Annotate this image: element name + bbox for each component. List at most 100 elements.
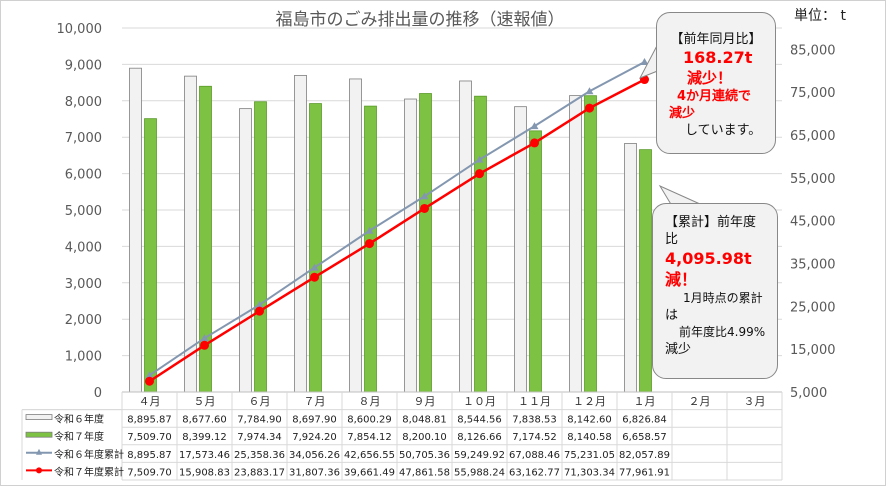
- category-label: ２月: [689, 395, 711, 408]
- bar-令和７年度: [529, 130, 542, 393]
- legend-label: 令和７年度: [54, 430, 104, 443]
- left-tick-label: 9,000: [65, 58, 102, 73]
- point-令和７年度累計: [145, 376, 154, 386]
- bar-令和６年度: [459, 80, 472, 393]
- left-tick-label: 4,000: [65, 240, 102, 255]
- callout-monthly-title: 【前年同月比】: [670, 32, 762, 47]
- right-tick-label: 5,000: [790, 386, 827, 401]
- callout-cumulative-amount: 4,095.98t: [665, 249, 752, 268]
- table-cell: 25,358.36: [234, 450, 285, 461]
- callout-cumulative-pct: 前年度比4.99%: [679, 325, 766, 339]
- category-label: １０月: [463, 395, 496, 408]
- table-cell: 7,974.34: [237, 432, 282, 443]
- table-cell: 82,057.89: [619, 450, 670, 461]
- table-cell: 6,826.84: [622, 415, 667, 426]
- bar-令和７年度: [639, 149, 652, 393]
- callout-monthly-amount: 168.27t: [683, 48, 753, 67]
- legend-swatch: [25, 414, 53, 421]
- table-cell: 7,838.53: [512, 415, 557, 426]
- category-label: ４月: [139, 395, 161, 408]
- table-cell: 42,656.55: [344, 450, 395, 461]
- table-cell: 8,126.66: [457, 432, 502, 443]
- table-cell: 8,399.12: [182, 432, 227, 443]
- point-令和７年度累計: [255, 306, 264, 316]
- legend-label: 令和７年度累計: [54, 465, 124, 478]
- left-tick-label: 6,000: [65, 168, 102, 183]
- point-令和６年度累計: [145, 371, 154, 379]
- callout-monthly-streak: 4か月連続で: [677, 89, 752, 104]
- point-令和６年度累計: [585, 87, 594, 95]
- callout-cumulative-title: 【累計】前年度: [665, 215, 757, 230]
- line-令和６年度累計: [148, 61, 645, 377]
- unit-label: 単位： t: [794, 8, 846, 24]
- callout-monthly: 【前年同月比】 168.27t 減少！ 4か月連続で 減少 しています。: [656, 12, 776, 154]
- bar-令和７年度: [254, 101, 267, 393]
- point-令和６年度累計: [640, 58, 649, 66]
- point-令和６年度累計: [420, 192, 429, 200]
- callout-cumulative-note: 1月時点の累計: [683, 291, 763, 305]
- left-tick-label: 8,000: [65, 95, 102, 110]
- category-label: ３月: [744, 395, 766, 408]
- left-tick-label: 10,000: [57, 22, 103, 37]
- table-cell: 75,231.05: [564, 450, 615, 461]
- table-cell: 39,661.49: [344, 467, 395, 478]
- bar-令和７年度: [144, 118, 157, 393]
- left-tick-label: 0: [94, 386, 102, 401]
- table-cell: 8,140.58: [567, 432, 612, 443]
- left-tick-label: 5,000: [65, 204, 102, 219]
- legend-marker: [36, 448, 42, 455]
- callout-cumulative-note2: は: [665, 308, 679, 323]
- left-tick-label: 1,000: [65, 350, 102, 365]
- bar-令和６年度: [404, 98, 417, 393]
- bar-令和６年度: [349, 78, 362, 393]
- category-label: ６月: [249, 395, 271, 408]
- table-cell: 71,303.34: [564, 467, 615, 478]
- right-tick-label: 55,000: [790, 172, 836, 187]
- left-tick-label: 2,000: [65, 313, 102, 328]
- left-tick-label: 3,000: [65, 277, 102, 292]
- point-令和６年度累計: [475, 155, 484, 163]
- point-令和７年度累計: [530, 138, 539, 148]
- point-令和６年度累計: [200, 334, 209, 342]
- right-tick-label: 25,000: [790, 300, 836, 315]
- callout-cumulative-tail: 減少: [665, 342, 692, 357]
- table-cell: 77,961.91: [619, 467, 670, 478]
- table-cell: 7,509.70: [127, 432, 172, 443]
- table-cell: 8,544.56: [457, 415, 502, 426]
- legend-label: 令和６年度累計: [54, 448, 124, 461]
- right-tick-label: 65,000: [790, 129, 836, 144]
- bar-令和６年度: [569, 95, 582, 393]
- point-令和７年度累計: [475, 169, 484, 179]
- table-cell: 7,174.52: [512, 432, 557, 443]
- table-cell: 8,895.87: [127, 415, 172, 426]
- right-tick-label: 45,000: [790, 215, 836, 230]
- right-tick-label: 85,000: [790, 43, 836, 58]
- table-cell: 7,784.90: [237, 415, 282, 426]
- table-cell: 55,988.24: [454, 467, 505, 478]
- category-label: ７月: [304, 395, 326, 408]
- category-label: ８月: [359, 395, 381, 408]
- callout-cumulative-decrease: 減！: [665, 270, 698, 289]
- point-令和６年度累計: [310, 263, 319, 271]
- bar-令和７年度: [364, 105, 377, 393]
- point-令和７年度累計: [365, 239, 374, 249]
- point-令和７年度累計: [310, 272, 319, 282]
- callout-cumulative: 【累計】前年度 比 4,095.98t 減！ 1月時点の累計 は 前年度比4.9…: [652, 203, 778, 379]
- callout-monthly-tail: しています。: [685, 123, 762, 138]
- bar-令和６年度: [129, 67, 142, 393]
- point-令和６年度累計: [530, 122, 539, 130]
- table-cell: 6,658.57: [622, 432, 667, 443]
- table-cell: 34,056.26: [289, 450, 340, 461]
- table-cell: 8,200.10: [402, 432, 447, 443]
- right-tick-label: 15,000: [790, 343, 836, 358]
- table-cell: 23,883.17: [234, 467, 285, 478]
- category-label: １２月: [573, 395, 606, 408]
- table-cell: 7,924.20: [292, 432, 337, 443]
- bar-令和６年度: [239, 108, 252, 393]
- right-tick-label: 35,000: [790, 258, 836, 273]
- bar-令和６年度: [624, 143, 637, 393]
- left-tick-label: 7,000: [65, 131, 102, 146]
- table-cell: 63,162.77: [509, 467, 560, 478]
- callout-monthly-streak2: 減少: [669, 106, 696, 121]
- table-cell: 15,908.83: [179, 467, 230, 478]
